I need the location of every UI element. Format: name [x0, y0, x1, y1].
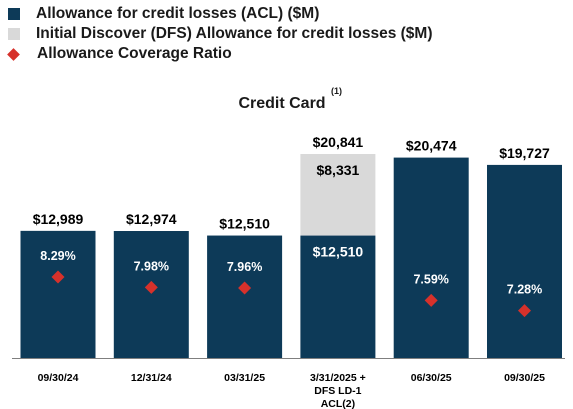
- total-label: $19,727: [499, 145, 550, 161]
- ratio-label: 7.96%: [227, 260, 262, 274]
- ratio-label: 8.29%: [40, 249, 75, 263]
- category-label: 03/31/25: [224, 372, 265, 384]
- category-label: 09/30/24: [38, 372, 79, 384]
- ratio-marker: [238, 281, 252, 295]
- category-label: ACL(2): [321, 398, 355, 409]
- total-label: $12,989: [33, 211, 84, 227]
- total-label: $12,974: [126, 211, 177, 227]
- bar-acl: [487, 164, 562, 358]
- legend-item-dfs: Initial Discover (DFS) Allowance for cre…: [6, 24, 433, 44]
- segment-label: $12,510: [313, 244, 364, 260]
- category-label: 3/31/2025 +: [310, 372, 366, 384]
- total-label: $20,474: [406, 138, 457, 154]
- ratio-label: 7.98%: [134, 259, 169, 273]
- ratio-marker: [424, 293, 438, 307]
- plot-area: $12,989 8.29% 09/30/24 $12,974 7.98% 12/31/24…: [12, 134, 565, 409]
- ratio-marker: [51, 270, 65, 284]
- legend: Allowance for credit losses (ACL) ($M) I…: [6, 4, 433, 64]
- segment-label: $8,331: [316, 162, 359, 178]
- total-label: $12,510: [219, 216, 270, 232]
- legend-swatch-dfs: [8, 28, 20, 40]
- bar-acl: [207, 235, 283, 358]
- chart-title-footnote: (1): [331, 86, 342, 96]
- bar-acl: [300, 235, 376, 358]
- legend-label-ratio: Allowance Coverage Ratio: [37, 45, 232, 62]
- bar-dfs: [300, 154, 376, 236]
- ratio-label: 7.59%: [413, 272, 448, 286]
- total-label: $20,841: [313, 134, 364, 150]
- category-label: DFS LD-1: [314, 385, 361, 397]
- category-label: 06/30/25: [411, 372, 452, 384]
- legend-label-acl: Allowance for credit losses (ACL) ($M): [36, 5, 320, 22]
- legend-label-dfs: Initial Discover (DFS) Allowance for cre…: [36, 25, 433, 42]
- category-label: 12/31/24: [131, 372, 172, 384]
- ratio-label: 7.28%: [507, 283, 542, 297]
- legend-swatch-acl: [8, 8, 20, 20]
- category-label: 09/30/25: [504, 372, 545, 384]
- ratio-marker: [518, 304, 531, 318]
- bar-acl: [20, 230, 96, 358]
- bar-acl: [113, 231, 189, 358]
- bar-acl: [393, 157, 469, 358]
- legend-item-ratio: Allowance Coverage Ratio: [6, 44, 433, 64]
- legend-item-acl: Allowance for credit losses (ACL) ($M): [6, 4, 433, 24]
- ratio-marker: [144, 280, 158, 294]
- chart-title: Credit Card: [238, 95, 325, 112]
